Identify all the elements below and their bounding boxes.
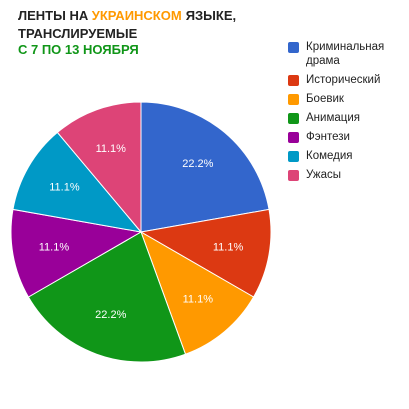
- legend-label: Комедия: [306, 150, 353, 162]
- legend-swatch: [288, 94, 299, 105]
- pie-slice: [12, 131, 143, 233]
- title-part: ТРАНСЛИРУЕМЫЕ: [18, 26, 138, 41]
- legend-label: Анимация: [306, 112, 360, 124]
- legend: Криминальная драма Исторический Боевик Аним…: [288, 40, 398, 187]
- legend-swatch: [288, 42, 299, 53]
- legend-item: Ужасы: [288, 168, 398, 182]
- legend-label: Фэнтези: [306, 131, 350, 143]
- pie-slice: [56, 101, 142, 234]
- value-label: 11.1%: [96, 143, 127, 155]
- legend-item: Фэнтези: [288, 130, 398, 144]
- chart-title: ЛЕНТЫ НА УКРАИНСКОМ ЯЗЫКЕ,: [18, 8, 236, 23]
- title-part: ЛЕНТЫ НА: [18, 8, 89, 23]
- legend-item: Боевик: [288, 92, 398, 106]
- title-part: ЯЗЫКЕ,: [186, 8, 236, 23]
- pie-slice: [27, 231, 187, 363]
- legend-item: Анимация: [288, 111, 398, 125]
- legend-label: Исторический: [306, 74, 381, 86]
- chart-title: ТРАНСЛИРУЕМЫЕ: [18, 26, 138, 41]
- value-label: 22.2%: [182, 158, 213, 170]
- legend-item: Криминальная драма: [288, 40, 398, 68]
- legend-swatch: [288, 113, 299, 124]
- legend-swatch: [288, 75, 299, 86]
- pie-slice: [139, 208, 272, 298]
- title-part: УКРАИНСКОМ: [92, 8, 182, 23]
- value-label: 11.1%: [49, 182, 80, 194]
- legend-swatch: [288, 151, 299, 162]
- pie-slice: [140, 101, 270, 233]
- pie-slice: [140, 230, 255, 355]
- legend-label: Боевик: [306, 93, 344, 105]
- pie-slice: [10, 208, 143, 298]
- value-label: 11.1%: [213, 241, 244, 253]
- legend-swatch: [288, 170, 299, 181]
- legend-swatch: [288, 132, 299, 143]
- value-label: 22.2%: [95, 309, 126, 321]
- legend-label: Ужасы: [306, 169, 342, 181]
- value-label: 11.1%: [183, 294, 214, 306]
- legend-item: Исторический: [288, 73, 398, 87]
- chart-subtitle: С 7 ПО 13 НОЯБРЯ: [18, 42, 139, 57]
- value-label: 11.1%: [39, 241, 70, 253]
- legend-label: Криминальная драма: [306, 41, 385, 67]
- legend-item: Комедия: [288, 149, 398, 163]
